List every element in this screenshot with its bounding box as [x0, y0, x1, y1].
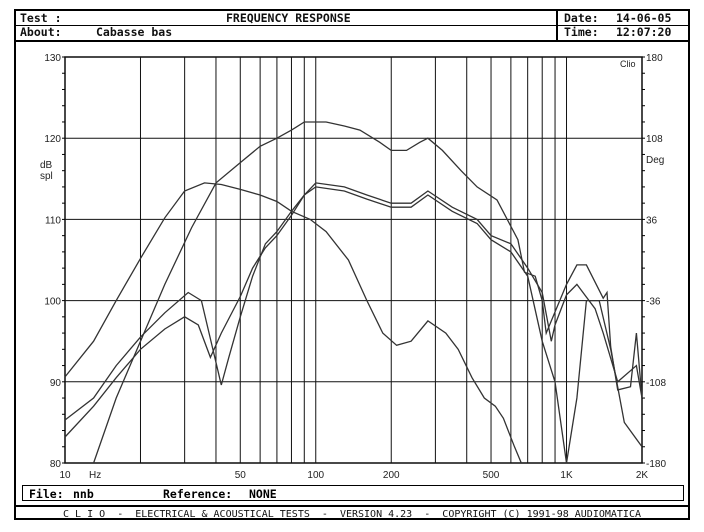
response-curve-3: [64, 182, 643, 421]
time-value: 12:07:20: [616, 25, 672, 39]
y-tick-label: 120: [44, 134, 61, 145]
test-label: Test :: [20, 11, 62, 25]
file-bar: File: nnb Reference: NONE: [22, 485, 684, 501]
y2-tick-label: 180: [646, 53, 663, 64]
date-label: Date:: [564, 11, 599, 25]
y-axis-label-db: dB: [40, 160, 53, 171]
x-tick-label: 50: [235, 470, 247, 481]
chart-title: FREQUENCY RESPONSE: [226, 11, 351, 25]
date-value: 14-06-05: [616, 11, 672, 25]
y-axis-label-spl: spl: [40, 171, 53, 182]
y-tick-label: 110: [45, 215, 61, 226]
reference-label: Reference:: [163, 487, 233, 501]
y2-tick-label: 108: [646, 134, 663, 145]
x-axis-label: Hz: [89, 470, 101, 481]
about-value: Cabasse bas: [96, 25, 173, 39]
about-label: About:: [20, 25, 62, 39]
file-label: File:: [29, 487, 64, 501]
x-tick-label: 2K: [636, 470, 649, 481]
y-tick-label: 130: [44, 53, 61, 64]
footer: C L I O - ELECTRICAL & ACOUSTICAL TESTS …: [16, 505, 688, 522]
y-tick-label: 80: [50, 459, 62, 470]
y-tick-label: 100: [44, 297, 61, 308]
file-value: nnb: [73, 487, 94, 501]
response-curve-1: [92, 121, 643, 464]
x-tick-label: 10: [59, 470, 71, 481]
y2-axis-label: Deg: [646, 155, 664, 166]
y2-tick-label: -36: [646, 297, 661, 308]
response-curve-2: [64, 182, 522, 464]
y-tick-label: 90: [50, 378, 62, 389]
clio-corner-label: Clio: [620, 59, 636, 69]
time-label: Time:: [564, 25, 599, 39]
header-divider-vertical: [556, 11, 558, 40]
y2-tick-label: 36: [646, 215, 658, 226]
header: Test : FREQUENCY RESPONSE About: Cabasse…: [16, 11, 688, 42]
x-tick-label: 500: [483, 470, 500, 481]
x-tick-label: 1K: [560, 470, 573, 481]
response-curve-4: [64, 186, 643, 464]
header-divider: [16, 25, 688, 26]
y2-tick-label: -180: [646, 459, 666, 470]
y2-tick-label: -108: [646, 378, 666, 389]
x-tick-label: 200: [383, 470, 400, 481]
reference-value: NONE: [249, 487, 277, 501]
x-tick-label: 100: [307, 470, 324, 481]
